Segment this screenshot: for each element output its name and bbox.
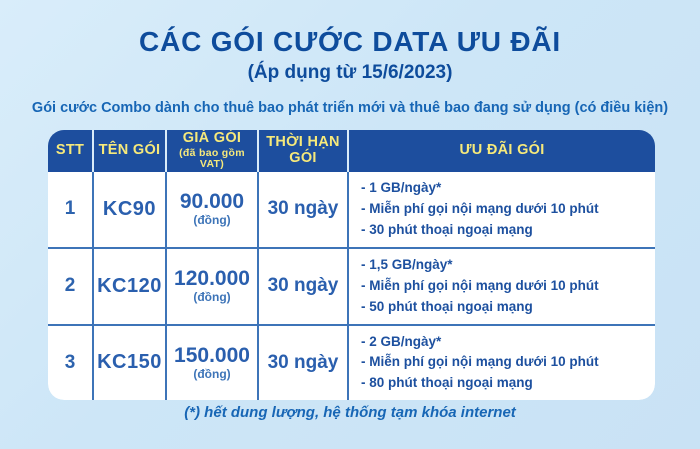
header-thoi-han-goi: THỜI HẠN GÓI <box>257 130 347 172</box>
table-row: 2 KC120 120.000 (đồng) 30 ngày - 1,5 GB/… <box>48 246 655 324</box>
price-unit: (đồng) <box>193 366 231 381</box>
cell-stt: 3 <box>64 351 76 373</box>
benefit-line: - 80 phút thoại ngoại mạng <box>361 375 533 391</box>
cell-stt: 1 <box>64 198 76 220</box>
header-uu-dai-goi-label: ƯU ĐÃI GÓI <box>459 142 545 159</box>
price-value: 150.000 <box>174 343 250 367</box>
price-value: 90.000 <box>179 190 245 214</box>
cell-benefits: - 1 GB/ngày* - Miễn phí gọi nội mạng dướ… <box>347 172 655 247</box>
cell-duration: 30 ngày <box>257 248 347 324</box>
header-uu-dai-goi: ƯU ĐÃI GÓI <box>347 130 655 172</box>
benefit-line: - 1 GB/ngày* <box>361 180 442 195</box>
pricing-table: STT TÊN GÓI GIÁ GÓI (đã bao gồm VAT) THỜ… <box>48 130 655 401</box>
benefit-line: - 2 GB/ngày* <box>361 333 442 349</box>
cell-plan-name: KC150 <box>92 325 165 401</box>
header-gia-goi: GIÁ GÓI (đã bao gồm VAT) <box>165 130 257 172</box>
page-subtitle: (Áp dụng từ 15/6/2023) <box>247 62 453 83</box>
header-ten-goi: TÊN GÓI <box>92 130 165 172</box>
header-thoi-han-goi-label: THỜI HẠN GÓI <box>266 134 340 166</box>
cell-plan-name: KC120 <box>92 248 165 324</box>
table-header-row: STT TÊN GÓI GIÁ GÓI (đã bao gồm VAT) THỜ… <box>48 130 655 172</box>
cell-price: 150.000 (đồng) <box>165 325 257 401</box>
cell-stt: 2 <box>64 275 76 297</box>
cell-benefits: - 1,5 GB/ngày* - Miễn phí gọi nội mạng d… <box>347 248 655 324</box>
cell-duration: 30 ngày <box>257 172 347 247</box>
header-stt: STT <box>48 130 92 172</box>
benefit-line: - Miễn phí gọi nội mạng dưới 10 phút <box>361 200 599 216</box>
benefit-line: - 50 phút thoại ngoại mạng <box>361 298 533 314</box>
header-stt-label: STT <box>55 142 85 159</box>
benefit-line: - 30 phút thoại ngoại mạng <box>361 221 533 237</box>
cell-plan-name: KC90 <box>92 172 165 247</box>
cell-price: 120.000 (đồng) <box>165 248 257 324</box>
header-gia-goi-label: GIÁ GÓI <box>182 130 242 146</box>
benefit-line: - Miễn phí gọi nội mạng dưới 10 phút <box>361 354 599 370</box>
page-description: Gói cước Combo dành cho thuê bao phát tr… <box>31 100 669 116</box>
benefit-line: - 1,5 GB/ngày* <box>361 256 453 272</box>
table-body: 1 KC90 90.000 (đồng) 30 ngày - 1 GB/ngày… <box>48 172 655 401</box>
benefit-line: - Miễn phí gọi nội mạng dưới 10 phút <box>361 277 599 293</box>
header-ten-goi-label: TÊN GÓI <box>98 142 161 159</box>
page-title: CÁC GÓI CƯỚC DATA ƯU ĐÃI <box>139 26 561 57</box>
table-row: 1 KC90 90.000 (đồng) 30 ngày - 1 GB/ngày… <box>48 172 655 247</box>
price-unit: (đồng) <box>193 290 231 305</box>
price-value: 120.000 <box>174 267 250 291</box>
cell-benefits: - 2 GB/ngày* - Miễn phí gọi nội mạng dướ… <box>347 325 655 401</box>
header-gia-goi-sub: (đã bao gồm VAT) <box>179 146 245 171</box>
table-row: 3 KC150 150.000 (đồng) 30 ngày - 2 GB/ng… <box>48 323 655 401</box>
cell-price: 90.000 (đồng) <box>165 172 257 247</box>
price-unit: (đồng) <box>193 213 231 228</box>
cell-duration: 30 ngày <box>257 325 347 401</box>
footnote: (*) hết dung lượng, hệ thống tạm khóa in… <box>184 404 516 421</box>
